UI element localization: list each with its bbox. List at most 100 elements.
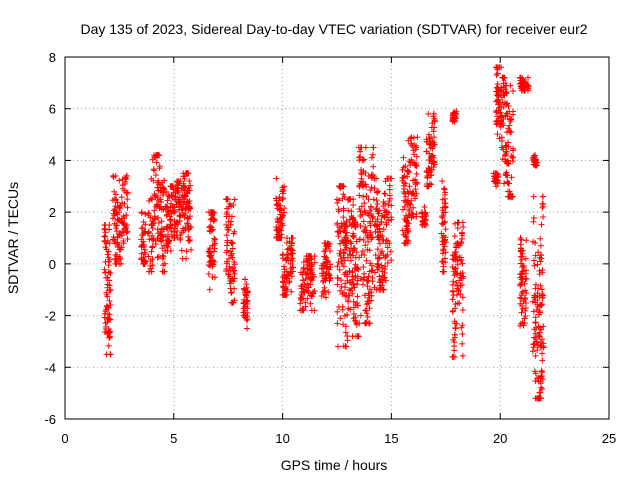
data-point [229, 299, 236, 306]
data-point [413, 211, 420, 218]
data-point [441, 218, 448, 225]
data-point [288, 288, 295, 295]
y-tick-label: -6 [44, 412, 56, 427]
data-point [308, 293, 315, 300]
data-point [152, 216, 159, 223]
data-point [373, 223, 380, 230]
data-point [362, 181, 369, 188]
data-point [147, 214, 154, 221]
data-point [211, 216, 218, 223]
data-point [359, 211, 366, 218]
data-point [180, 227, 187, 234]
data-point [439, 234, 446, 241]
data-point [243, 298, 250, 305]
data-point [402, 233, 409, 240]
data-point [307, 253, 314, 260]
data-point [386, 240, 393, 247]
data-point [104, 274, 111, 281]
data-point [440, 213, 447, 220]
data-point [116, 177, 123, 184]
data-point [494, 81, 501, 88]
data-point [141, 249, 148, 256]
data-point [311, 307, 318, 314]
data-point [364, 277, 371, 284]
y-tick-label: 0 [49, 257, 56, 272]
data-point [517, 254, 524, 261]
data-point [106, 297, 113, 304]
data-point [207, 254, 214, 261]
data-point [353, 238, 360, 245]
data-point [358, 203, 365, 210]
data-point [140, 218, 147, 225]
data-point [400, 154, 407, 161]
data-point [505, 143, 512, 150]
data-point [439, 178, 446, 185]
data-point [539, 357, 546, 364]
data-point [342, 221, 349, 228]
data-point [207, 209, 214, 216]
data-point [153, 159, 160, 166]
data-point [356, 320, 363, 327]
data-point [362, 319, 369, 326]
data-point [289, 250, 296, 257]
data-point [325, 289, 332, 296]
data-point [439, 250, 446, 257]
data-point [456, 242, 463, 249]
data-point [346, 196, 353, 203]
x-axis-label: GPS time / hours [281, 457, 388, 473]
data-point [384, 175, 391, 182]
data-point [138, 210, 145, 217]
data-point [166, 224, 173, 231]
data-point [101, 226, 108, 233]
data-point [378, 282, 385, 289]
data-point [382, 277, 389, 284]
data-point [365, 273, 372, 280]
data-point [525, 83, 532, 90]
data-point [524, 74, 531, 81]
data-point [360, 218, 367, 225]
data-point [451, 347, 458, 354]
data-point [374, 260, 381, 267]
data-point [407, 188, 414, 195]
data-point [438, 220, 445, 227]
data-point [104, 251, 111, 258]
data-point [277, 211, 284, 218]
data-point [158, 218, 165, 225]
data-point [188, 246, 195, 253]
data-point [530, 257, 537, 264]
data-point [148, 196, 155, 203]
data-point [452, 265, 459, 272]
data-point [521, 78, 528, 85]
data-point [427, 144, 434, 151]
data-point [504, 159, 511, 166]
data-point [506, 108, 513, 115]
data-point [441, 239, 448, 246]
data-point [334, 308, 341, 315]
data-point [374, 208, 381, 215]
data-point [458, 281, 465, 288]
data-point [460, 223, 467, 230]
data-point [325, 240, 332, 247]
data-point [404, 219, 411, 226]
data-point [540, 343, 547, 350]
data-point [537, 252, 544, 259]
data-point [369, 278, 376, 285]
chart-title: Day 135 of 2023, Sidereal Day-to-day VTE… [80, 21, 587, 37]
data-point [366, 207, 373, 214]
data-point [117, 260, 124, 267]
data-point [244, 325, 251, 332]
data-point [362, 242, 369, 249]
data-point [423, 136, 430, 143]
data-point [149, 224, 156, 231]
data-point [503, 101, 510, 108]
data-point [378, 276, 385, 283]
data-point [334, 281, 341, 288]
data-point [504, 179, 511, 186]
data-point [142, 246, 149, 253]
data-point [319, 272, 326, 279]
data-point [277, 202, 284, 209]
data-point [231, 275, 238, 282]
data-point [371, 284, 378, 291]
data-point [517, 300, 524, 307]
data-point [340, 191, 347, 198]
